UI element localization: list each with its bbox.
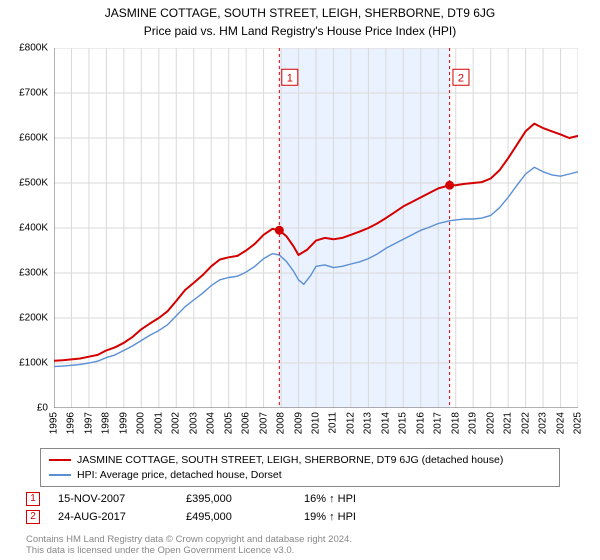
svg-text:2: 2 [458,72,464,84]
legend: JASMINE COTTAGE, SOUTH STREET, LEIGH, SH… [40,448,560,487]
x-tick-label: 2012 [345,412,356,434]
legend-label: HPI: Average price, detached house, Dors… [77,468,282,483]
chart-title-line1: JASMINE COTTAGE, SOUTH STREET, LEIGH, SH… [0,6,600,22]
chart-svg: 12 [54,48,578,408]
x-tick-label: 2002 [171,412,182,434]
marker-pct: 19% ↑ HPI [304,511,404,523]
x-tick-label: 1998 [101,412,112,434]
x-tick-label: 2008 [276,412,287,434]
y-tick-label: £100K [19,358,48,369]
footer: Contains HM Land Registry data © Crown c… [26,534,352,557]
chart-container: JASMINE COTTAGE, SOUTH STREET, LEIGH, SH… [0,0,600,560]
y-tick-label: £300K [19,268,48,279]
y-tick-label: £0 [37,403,48,414]
marker-pct: 16% ↑ HPI [304,493,404,505]
marker-date: 15-NOV-2007 [58,493,168,505]
x-tick-label: 1997 [83,412,94,434]
chart-title-line2: Price paid vs. HM Land Registry's House … [0,24,600,40]
marker-date: 24-AUG-2017 [58,511,168,523]
marker-row: 1 15-NOV-2007 £395,000 16% ↑ HPI [26,492,576,506]
x-tick-label: 2017 [433,412,444,434]
y-tick-label: £200K [19,313,48,324]
marker-price: £395,000 [186,493,286,505]
marker-badge: 1 [26,492,40,506]
x-tick-label: 2018 [450,412,461,434]
x-tick-label: 2004 [206,412,217,434]
x-tick-label: 2003 [188,412,199,434]
svg-text:1: 1 [287,72,293,84]
x-tick-label: 1995 [49,412,60,434]
marker-price: £495,000 [186,511,286,523]
x-tick-label: 2021 [503,412,514,434]
marker-row: 2 24-AUG-2017 £495,000 19% ↑ HPI [26,510,576,524]
marker-table: 1 15-NOV-2007 £395,000 16% ↑ HPI 2 24-AUG-201… [26,492,576,528]
x-tick-label: 2015 [398,412,409,434]
legend-row: HPI: Average price, detached house, Dors… [49,468,551,483]
y-tick-label: £800K [19,43,48,54]
legend-swatch [49,474,71,476]
x-tick-label: 2009 [293,412,304,434]
x-tick-label: 2011 [328,412,339,434]
x-tick-label: 2010 [311,412,322,434]
x-tick-label: 2007 [258,412,269,434]
marker-badge: 2 [26,510,40,524]
chart-plot-area: 12 [54,48,578,408]
x-tick-label: 2005 [223,412,234,434]
chart-title-block: JASMINE COTTAGE, SOUTH STREET, LEIGH, SH… [0,0,600,39]
y-tick-label: £700K [19,88,48,99]
x-tick-label: 2023 [538,412,549,434]
x-tick-label: 2016 [415,412,426,434]
legend-row: JASMINE COTTAGE, SOUTH STREET, LEIGH, SH… [49,453,551,468]
legend-swatch [49,459,71,461]
x-tick-label: 1999 [118,412,129,434]
x-tick-label: 2020 [485,412,496,434]
footer-line1: Contains HM Land Registry data © Crown c… [26,534,352,545]
x-tick-label: 1996 [66,412,77,434]
x-axis: 1995199619971998199920002001200220032004… [54,410,578,440]
x-tick-label: 2000 [136,412,147,434]
x-tick-label: 2006 [241,412,252,434]
y-tick-label: £500K [19,178,48,189]
x-tick-label: 2013 [363,412,374,434]
x-tick-label: 2024 [555,412,566,434]
x-tick-label: 2025 [573,412,584,434]
y-axis: £0£100K£200K£300K£400K£500K£600K£700K£80… [0,48,52,408]
x-tick-label: 2001 [153,412,164,434]
legend-label: JASMINE COTTAGE, SOUTH STREET, LEIGH, SH… [77,453,503,468]
x-tick-label: 2014 [380,412,391,434]
y-tick-label: £400K [19,223,48,234]
footer-line2: This data is licensed under the Open Gov… [26,545,352,556]
y-tick-label: £600K [19,133,48,144]
x-tick-label: 2022 [520,412,531,434]
x-tick-label: 2019 [468,412,479,434]
